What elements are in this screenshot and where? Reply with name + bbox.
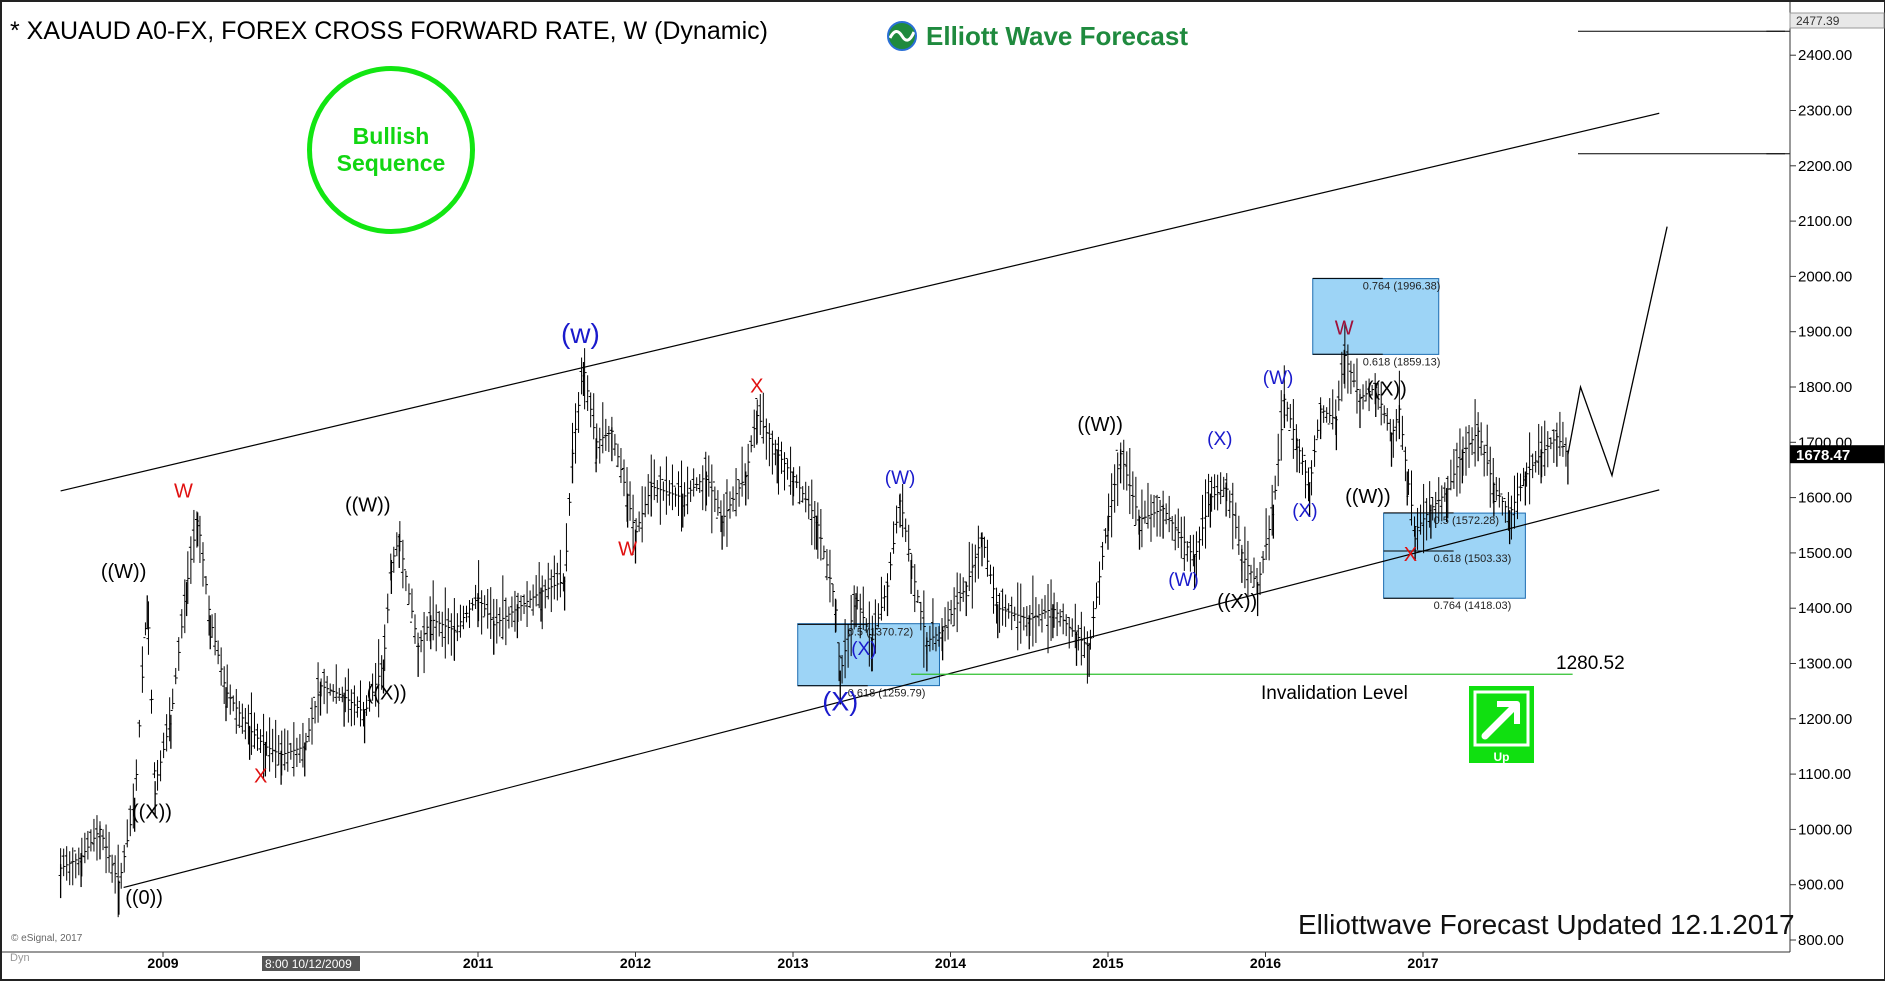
brand-wave-icon — [887, 21, 917, 51]
wave-label: (W) — [1168, 570, 1199, 591]
wave-label: ((X)) — [132, 801, 172, 823]
projection-line — [1567, 226, 1668, 478]
cursor-date-label: 8:00 10/12/2009 — [265, 957, 352, 971]
fib-level-label: 0.618 (1503.33) — [1434, 553, 1512, 565]
badge-line1: Bullish — [352, 123, 430, 149]
wave-label: ((0)) — [125, 887, 163, 909]
x-tick-label: 2013 — [777, 955, 808, 971]
y-tick-label: 1900.00 — [1798, 324, 1852, 341]
price-bars — [58, 321, 1569, 918]
y-tick-label: 1400.00 — [1798, 600, 1852, 617]
trend-channel — [60, 112, 1660, 889]
fib-level-label: 0.618 (1259.79) — [848, 688, 926, 700]
dyn-indicator: Dyn — [10, 952, 30, 964]
y-tick-label: 1200.00 — [1798, 711, 1852, 728]
wave-label: (W) — [1263, 368, 1294, 389]
y-tick-label: 1000.00 — [1798, 821, 1852, 838]
fib-zone-box — [797, 623, 940, 687]
dyn-label: Dyn — [10, 952, 30, 964]
up-label: Up — [1494, 750, 1510, 763]
wave-label: X — [750, 376, 763, 398]
wave-label: ((X)) — [1217, 591, 1257, 613]
y-tick-label: 1100.00 — [1798, 766, 1851, 783]
high-marker-label: 2477.39 — [1796, 14, 1840, 28]
wave-label: W — [174, 481, 193, 503]
y-tick-label: 2200.00 — [1798, 158, 1852, 175]
up-arrow-icon: Up — [1469, 686, 1534, 764]
x-tick-label: 2009 — [147, 955, 178, 971]
channel-line — [60, 112, 1660, 492]
wave-label: (X) — [1207, 429, 1232, 450]
wave-label: ((X)) — [1367, 378, 1407, 400]
y-tick-label: 2300.00 — [1798, 103, 1852, 120]
up-direction-badge: Up — [1469, 686, 1534, 764]
y-tick-label: 1500.00 — [1798, 545, 1852, 562]
bullish-sequence-badge: Bullish Sequence — [307, 66, 475, 234]
wave-label: ((W)) — [101, 561, 147, 583]
channel-line — [123, 489, 1660, 889]
x-tick-label: 2012 — [620, 955, 651, 971]
fib-level-label: 0.5 (1370.72) — [848, 626, 913, 638]
fib-level-label: 0.764 (1418.03) — [1434, 600, 1512, 612]
x-tick-label: 2015 — [1092, 955, 1123, 971]
invalidation-label: Invalidation Level — [1261, 683, 1408, 704]
copyright-note: © eSignal, 2017 — [11, 933, 83, 944]
x-tick-label: 2017 — [1407, 955, 1438, 971]
fib-level-label: 0.764 (1996.38) — [1363, 280, 1441, 292]
y-tick-label: 1800.00 — [1798, 379, 1852, 396]
wave-label: W — [618, 539, 637, 561]
last-price-tag — [1790, 445, 1884, 464]
x-tick-label: 2014 — [935, 955, 966, 971]
high-marker-tag — [1789, 12, 1885, 29]
x-tick-label: 2016 — [1250, 955, 1281, 971]
wave-label: (X) — [851, 639, 876, 660]
wave-label: (w) — [561, 318, 600, 349]
y-tick-label: 2100.00 — [1798, 213, 1852, 230]
projection-path — [1567, 226, 1668, 478]
wave-label: (X) — [1292, 501, 1317, 522]
cursor-date-bg — [262, 956, 360, 971]
wave-label: X — [254, 765, 267, 787]
fibonacci-zones: 0.5 (1370.72) 0.618 (1259.79) 0.764 (1996.… — [797, 30, 1885, 700]
invalidation-value: 1280.52 — [1556, 653, 1625, 674]
y-tick-label: 800.00 — [1798, 932, 1844, 949]
y-tick-label: 1600.00 — [1798, 490, 1852, 507]
brand-name: Elliott Wave Forecast — [926, 20, 1188, 51]
wave-label: ((W)) — [345, 494, 391, 516]
wave-label: W — [1335, 317, 1354, 339]
wave-label: ((W)) — [1345, 486, 1391, 508]
wave-label: ((W)) — [1077, 414, 1123, 436]
updated-note: Elliottwave Forecast Updated 12.1.2017 — [1298, 909, 1795, 940]
fib-level-label: 0.618 (1859.13) — [1363, 356, 1441, 368]
wave-label: (X) — [822, 687, 858, 717]
wave-labels: ((0)) ((W)) ((X)) W X ((W)) ((X)) (w) W X (W) (X) (X… — [101, 317, 1417, 909]
y-tick-label: 900.00 — [1798, 877, 1844, 894]
brand-logo: Elliott Wave Forecast — [886, 20, 1188, 52]
x-tick-label: 2011 — [463, 955, 494, 971]
wave-label: X — [1404, 544, 1417, 566]
y-tick-label: 2000.00 — [1798, 268, 1852, 285]
last-price-label: 1678.47 — [1796, 447, 1850, 464]
fib-level-label: 0.5 (1572.28) — [1434, 515, 1499, 527]
badge-line2: Sequence — [336, 150, 446, 176]
chart-title: * XAUAUD A0-FX, FOREX CROSS FORWARD RATE… — [10, 17, 768, 45]
y-axis-strip — [1790, 2, 1884, 979]
y-tick-label: 2400.00 — [1798, 47, 1852, 64]
wave-label: (W) — [885, 468, 916, 489]
wave-label: ((X)) — [367, 682, 407, 704]
y-tick-label: 1300.00 — [1798, 656, 1852, 673]
